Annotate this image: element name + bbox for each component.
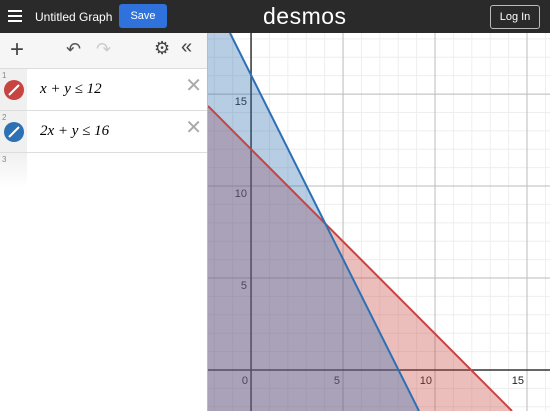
boundary bbox=[229, 33, 420, 411]
y-tick-label: 10 bbox=[235, 188, 247, 200]
login-button[interactable]: Log In bbox=[490, 5, 540, 29]
color-icon[interactable] bbox=[3, 121, 25, 143]
color-icon[interactable] bbox=[3, 79, 25, 101]
expression[interactable]: x + y ≤ 12 bbox=[40, 81, 102, 97]
x-tick-label: 0 bbox=[242, 375, 248, 387]
expression-index: 1 bbox=[2, 71, 7, 80]
expression-row[interactable]: 1 x + y ≤ 12 ✕ bbox=[0, 69, 208, 111]
y-tick-label: 15 bbox=[235, 96, 247, 108]
expression-row[interactable]: 3 bbox=[0, 153, 208, 188]
divider bbox=[207, 33, 208, 411]
region bbox=[208, 33, 419, 411]
expression-index: 2 bbox=[2, 113, 7, 122]
x-tick-label: 15 bbox=[512, 375, 524, 387]
menu-icon[interactable] bbox=[8, 10, 22, 22]
boundary bbox=[208, 105, 513, 411]
y-tick-label: 5 bbox=[241, 280, 247, 292]
x-tick-label: 5 bbox=[334, 375, 340, 387]
delete[interactable]: ✕ bbox=[185, 117, 202, 139]
delete[interactable]: ✕ bbox=[185, 75, 202, 97]
save-button[interactable]: Save bbox=[119, 4, 167, 28]
logo: desmos bbox=[263, 3, 347, 29]
expression-row[interactable]: 2 2x + y ≤ 16 ✕ bbox=[0, 111, 208, 153]
x-tick-label: 10 bbox=[420, 375, 432, 387]
graph[interactable]: 0 5 10 15 5 10 15 bbox=[208, 33, 550, 411]
header: Untitled Graph Save desmos Log In bbox=[0, 0, 550, 33]
add-button[interactable]: + bbox=[10, 36, 25, 63]
graph-title[interactable]: Untitled Graph bbox=[35, 10, 113, 24]
toolbar: + ↶ ↷ ⚙ « bbox=[0, 33, 208, 69]
settings[interactable]: ⚙ bbox=[154, 38, 171, 58]
redo[interactable]: ↷ bbox=[96, 39, 112, 59]
undo[interactable]: ↶ bbox=[66, 39, 82, 59]
expression[interactable]: 2x + y ≤ 16 bbox=[40, 123, 110, 139]
collapse[interactable]: « bbox=[181, 36, 193, 58]
expression-index: 3 bbox=[2, 155, 7, 164]
